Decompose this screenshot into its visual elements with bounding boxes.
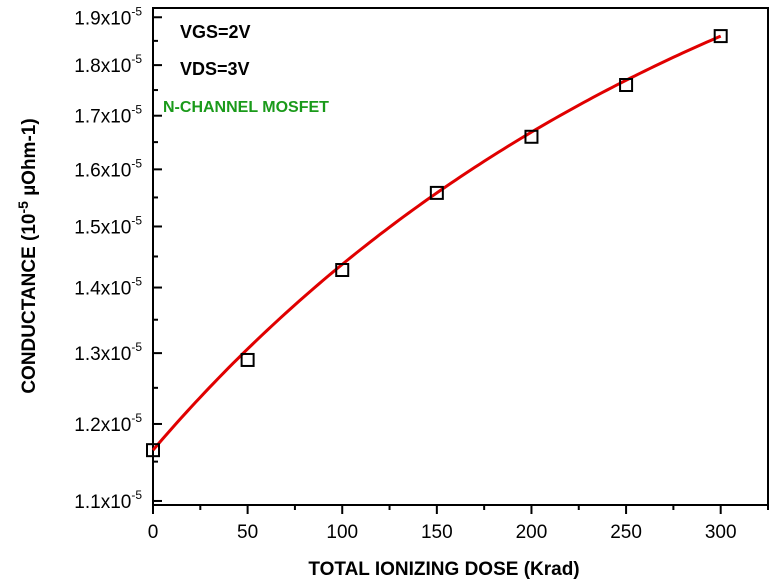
y-tick-mantissa: 1.1x10 — [74, 492, 131, 513]
y-tick-mantissa: 1.4x10 — [74, 279, 131, 300]
y-tick-label: 1.5x10-5 — [74, 213, 142, 238]
y-tick-exponent: -5 — [131, 52, 142, 66]
annotation-device: N-CHANNEL MOSFET — [163, 99, 329, 116]
x-tick-label: 0 — [148, 522, 159, 543]
y-tick-mantissa: 1.8x10 — [74, 56, 131, 77]
fit-curve — [151, 34, 722, 452]
x-tick-label: 150 — [421, 522, 453, 543]
y-tick-exponent: -5 — [131, 488, 142, 502]
x-axis-title: TOTAL IONIZING DOSE (Krad) — [308, 559, 579, 580]
x-tick-label: 300 — [705, 522, 737, 543]
y-tick-mantissa: 1.9x10 — [74, 8, 131, 29]
y-tick-label: 1.9x10-5 — [74, 4, 142, 29]
y-tick-exponent: -5 — [131, 213, 142, 227]
data-points — [146, 29, 728, 458]
plot-frame — [152, 7, 769, 506]
y-tick-exponent: -5 — [131, 275, 142, 289]
data-point — [240, 352, 255, 367]
data-point — [524, 129, 539, 144]
y-tick-exponent: -5 — [131, 411, 142, 425]
annotation-vds: VDS=3V — [180, 59, 250, 79]
data-point — [619, 78, 634, 93]
x-tick-label: 250 — [610, 522, 642, 543]
y-tick-mantissa: 1.6x10 — [74, 160, 131, 181]
y-tick-exponent: -5 — [131, 340, 142, 354]
data-point — [429, 185, 444, 200]
x-tick-label: 100 — [326, 522, 358, 543]
x-tick-label: 50 — [237, 522, 258, 543]
y-tick-exponent: -5 — [131, 4, 142, 18]
x-tick-label: 200 — [516, 522, 548, 543]
x-axis: 0 50 100 150 200 250 300 — [148, 505, 769, 543]
data-point — [146, 443, 160, 458]
y-tick-mantissa: 1.3x10 — [74, 344, 131, 365]
y-tick-label: 1.4x10-5 — [74, 275, 142, 300]
y-tick-label: 1.8x10-5 — [74, 52, 142, 77]
data-point — [713, 29, 728, 44]
y-tick-mantissa: 1.5x10 — [74, 217, 131, 238]
y-tick-label: 1.6x10-5 — [74, 156, 142, 181]
y-axis: 1.1x10-51.2x10-51.3x10-51.4x10-51.5x10-5… — [74, 4, 162, 513]
data-point — [335, 263, 350, 278]
y-tick-exponent: -5 — [131, 103, 142, 117]
annotation-vgs: VGS=2V — [180, 22, 251, 42]
y-tick-label: 1.1x10-5 — [74, 488, 142, 513]
y-tick-label: 1.3x10-5 — [74, 340, 142, 365]
y-tick-label: 1.2x10-5 — [74, 411, 142, 436]
y-tick-exponent: -5 — [131, 156, 142, 170]
y-tick-mantissa: 1.7x10 — [74, 107, 131, 128]
y-axis-title: CONDUCTANCE (10-5 µOhm-1) — [15, 118, 40, 393]
y-tick-label: 1.7x10-5 — [74, 103, 142, 128]
y-tick-mantissa: 1.2x10 — [74, 415, 131, 436]
